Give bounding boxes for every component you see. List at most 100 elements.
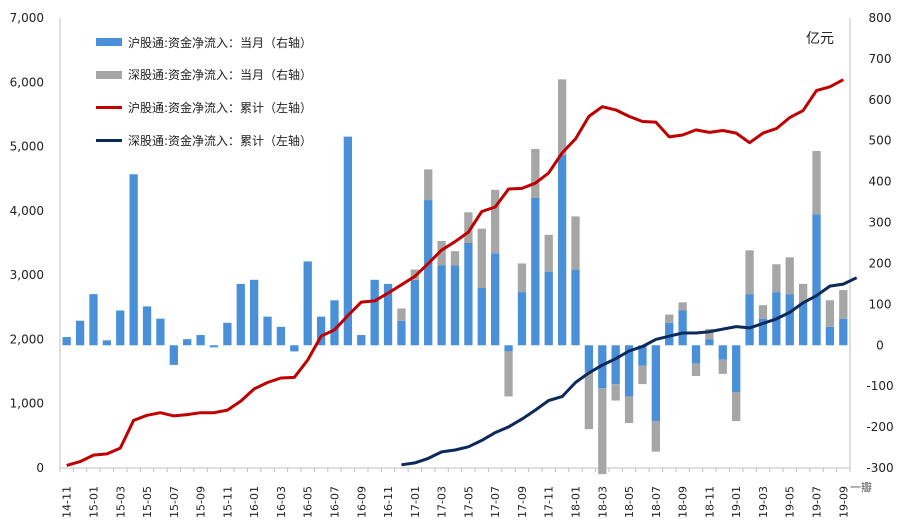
left-tick-label: 4,000 (10, 204, 44, 218)
x-tick-label: 16-01 (248, 486, 261, 518)
bar-sh-monthly (584, 345, 594, 372)
bar-sh-monthly (303, 261, 312, 346)
bar-sh-monthly (798, 302, 808, 346)
bar-sh-monthly (477, 288, 486, 346)
x-tick-label: 18-11 (703, 486, 716, 518)
right-axis-unit: 亿元 (806, 31, 834, 47)
line-sz-cumulative (401, 276, 858, 467)
bar-sh-monthly (156, 318, 165, 346)
x-tick-label: 16-03 (275, 486, 288, 518)
bar-sz-monthly (812, 150, 821, 215)
x-tick-label: 16-07 (328, 486, 341, 518)
bar-sh-monthly (102, 340, 112, 346)
bar-sh-monthly (316, 316, 326, 346)
bar-sz-monthly (825, 300, 835, 327)
bar-sh-monthly (209, 345, 219, 348)
bar-sz-monthly (557, 79, 567, 156)
legend: 沪股通:资金净流入：当月（右轴） 深股通:资金净流入：当月（右轴） 沪股通:资金… (96, 26, 312, 156)
bar-sh-monthly (370, 279, 379, 346)
right-tick-label: 100 (869, 297, 892, 311)
x-tick-label: 14-11 (61, 486, 74, 518)
right-tick-label: -100 (866, 379, 893, 393)
bar-sz-monthly (571, 216, 580, 270)
x-tick-label: 18-09 (677, 486, 690, 518)
bar-sh-monthly (758, 318, 768, 346)
x-tick-label: 18-03 (596, 486, 609, 518)
watermark: 一瓣 (850, 481, 872, 494)
left-tick-label: 5,000 (10, 140, 44, 154)
legend-swatch (96, 138, 122, 142)
bar-sh-monthly (491, 253, 500, 346)
bar-sh-monthly (236, 283, 245, 346)
right-tick-label: 400 (869, 175, 892, 189)
bar-sh-monthly (504, 345, 513, 352)
bar-sh-monthly (812, 214, 821, 346)
legend-label: 沪股通:资金净流入：当月（右轴） (128, 35, 313, 50)
bar-sz-monthly (705, 328, 714, 340)
bar-sh-monthly (557, 155, 567, 346)
bar-sh-monthly (424, 200, 433, 346)
bar-sh-monthly (611, 345, 620, 385)
bar-sh-monthly (718, 345, 727, 360)
left-tick-label: 7,000 (10, 11, 44, 25)
x-tick-label: 15-05 (141, 486, 154, 518)
bar-sz-monthly (598, 388, 607, 475)
bar-sh-monthly (142, 306, 152, 346)
bar-sh-monthly (651, 345, 660, 421)
bar-sh-monthly (624, 345, 634, 397)
bar-sz-monthly (772, 264, 781, 293)
bar-sh-monthly (825, 326, 835, 346)
x-tick-label: 19-09 (837, 486, 850, 518)
x-tick-label: 15-09 (195, 486, 208, 518)
x-tick-label: 19-05 (784, 486, 797, 518)
x-tick-label: 17-03 (436, 486, 449, 518)
bar-sh-monthly (410, 279, 419, 346)
bar-sh-monthly (129, 174, 138, 346)
bar-sz-monthly (397, 308, 406, 321)
bar-sz-monthly (718, 359, 727, 374)
x-tick-label: 16-05 (302, 486, 315, 518)
legend-label: 深股通:资金净流入：当月（右轴） (128, 68, 313, 83)
bar-sz-monthly (437, 240, 446, 266)
bar-sh-monthly (732, 345, 741, 393)
left-tick-label: 0 (36, 461, 44, 475)
x-tick-label: 15-01 (87, 486, 100, 518)
bar-sh-monthly (544, 271, 553, 346)
x-tick-label: 18-01 (570, 486, 583, 518)
x-tick-label: 17-01 (409, 486, 422, 518)
bar-sh-monthly (745, 294, 754, 346)
legend-swatch (96, 70, 122, 79)
bar-sh-monthly (571, 269, 580, 346)
bar-sh-monthly (330, 300, 339, 346)
right-tick-label: -300 (866, 461, 893, 475)
left-tick-label: 2,000 (10, 332, 44, 346)
bar-sh-monthly (116, 310, 125, 346)
left-tick-label: 1,000 (10, 397, 44, 411)
bar-sz-monthly (450, 251, 460, 266)
legend-item-sz-monthly: 深股通:资金净流入：当月（右轴） (96, 59, 312, 92)
bar-sh-monthly (183, 339, 192, 346)
bar-sh-monthly (169, 345, 178, 365)
x-tick-label: 15-07 (168, 486, 181, 518)
x-tick-label: 19-07 (811, 486, 824, 518)
x-tick-label: 17-05 (462, 486, 475, 518)
bar-sh-monthly (223, 322, 232, 346)
left-tick-label: 3,000 (10, 268, 44, 282)
bar-sz-monthly (624, 396, 634, 423)
right-tick-label: 300 (869, 216, 892, 230)
bar-sh-monthly (665, 322, 674, 346)
x-tick-label: 18-07 (650, 486, 663, 518)
x-tick-label: 15-11 (221, 486, 234, 518)
bar-sz-monthly (758, 305, 768, 319)
bar-sh-monthly (62, 337, 71, 346)
bar-sh-monthly (638, 345, 647, 366)
bar-sz-monthly (477, 228, 486, 288)
right-tick-label: 600 (869, 93, 892, 107)
bar-sz-monthly (839, 290, 848, 319)
x-tick-label: 19-01 (730, 486, 743, 518)
left-tick-label: 6,000 (10, 75, 44, 89)
legend-label: 沪股通:资金净流入：累计（左轴） (128, 100, 313, 115)
bar-sh-monthly (517, 292, 527, 346)
bar-sh-monthly (196, 335, 205, 346)
